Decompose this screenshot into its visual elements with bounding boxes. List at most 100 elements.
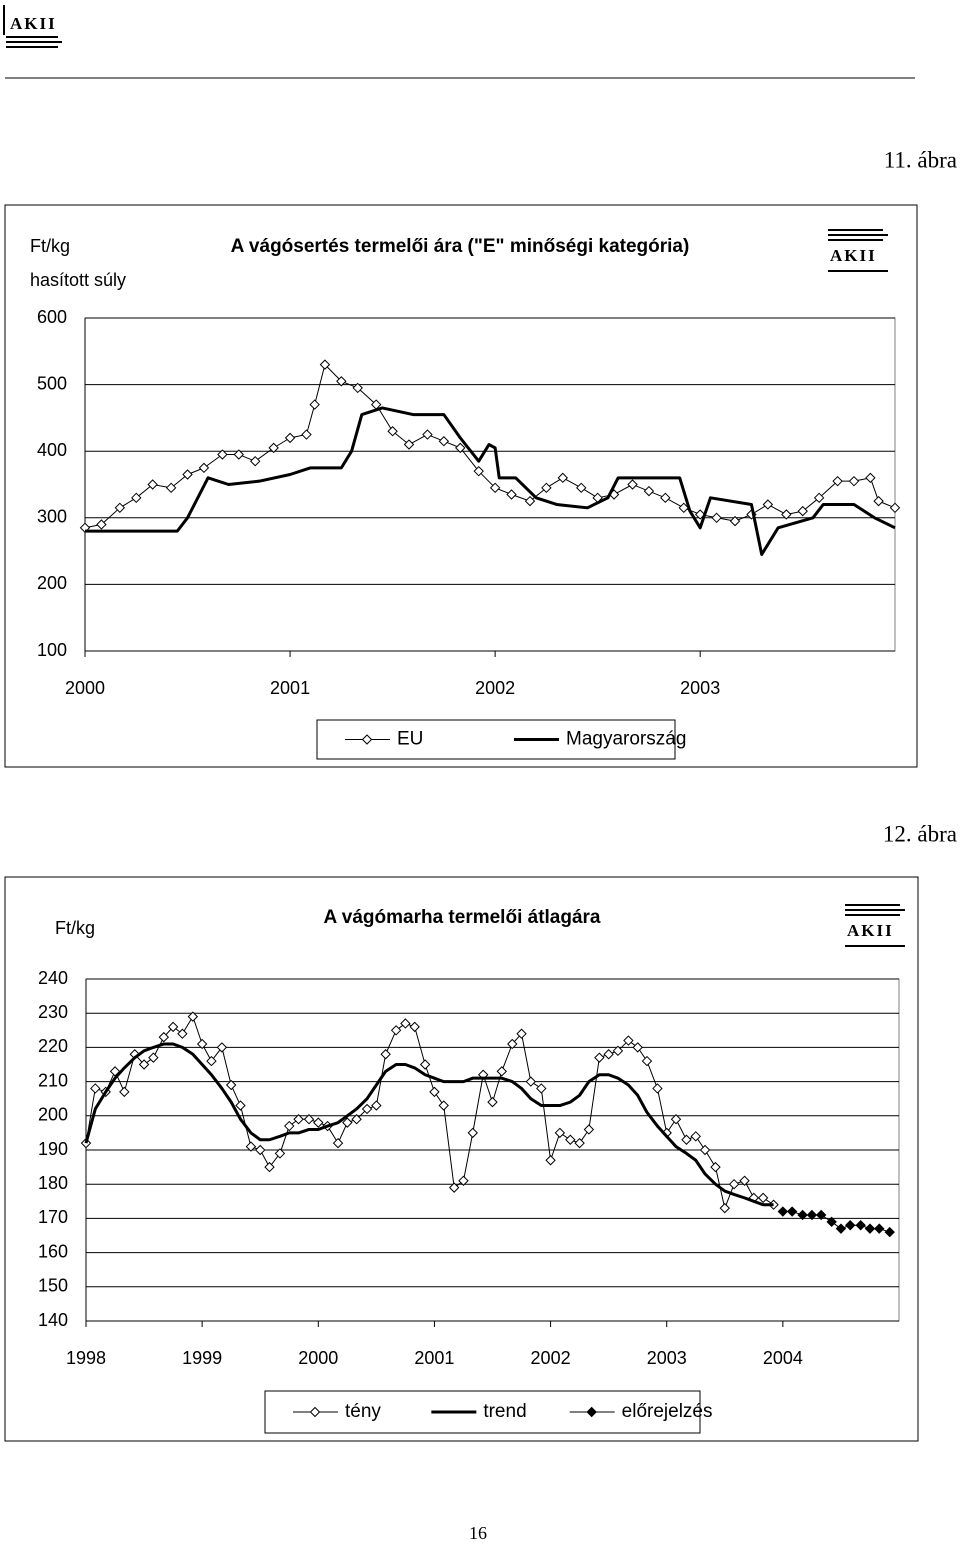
marker <box>225 1079 237 1091</box>
marker <box>813 492 825 504</box>
marker <box>710 1161 721 1173</box>
marker <box>245 1141 257 1152</box>
marker <box>336 376 347 387</box>
x-tick-label: 2004 <box>763 1348 803 1368</box>
marker <box>739 1175 750 1186</box>
y-tick-label: 170 <box>38 1207 68 1227</box>
marker <box>249 455 261 467</box>
marker <box>536 1083 547 1094</box>
y-tick-label: 180 <box>38 1173 68 1193</box>
marker <box>96 519 107 530</box>
marker <box>496 1066 507 1077</box>
x-tick-label: 1999 <box>182 1348 222 1368</box>
header-logo: AKII <box>3 5 62 48</box>
marker <box>342 1117 353 1128</box>
marker <box>884 1226 895 1238</box>
marker <box>576 482 587 494</box>
marker <box>473 465 484 477</box>
marker <box>361 1103 373 1115</box>
marker <box>216 1042 228 1053</box>
y-tick-label: 160 <box>38 1241 68 1261</box>
marker <box>627 479 638 490</box>
y-tick-label: 400 <box>37 440 67 460</box>
marker <box>131 492 142 504</box>
marker <box>574 1137 585 1149</box>
marker <box>678 502 689 514</box>
marker <box>699 1144 711 1156</box>
marker <box>690 1131 701 1142</box>
marker <box>848 475 860 487</box>
marker <box>873 495 884 507</box>
marker <box>516 1028 527 1039</box>
x-tick-label: 2001 <box>414 1348 454 1368</box>
marker <box>409 1021 420 1033</box>
series-line <box>85 406 896 556</box>
marker <box>371 1100 382 1111</box>
marker <box>119 1086 130 1098</box>
marker <box>268 442 279 454</box>
x-tick-label: 2000 <box>298 1348 338 1368</box>
marker <box>797 1209 808 1221</box>
marker <box>507 1038 518 1050</box>
logo-text: AKII <box>830 246 877 265</box>
page-number: 16 <box>469 1523 487 1543</box>
marker <box>177 1028 188 1039</box>
marker <box>284 432 296 444</box>
marker <box>586 1406 597 1418</box>
marker <box>855 1220 866 1231</box>
marker <box>352 382 363 394</box>
marker <box>448 1182 460 1193</box>
logo-text: AKII <box>847 921 894 940</box>
marker <box>198 462 210 474</box>
marker <box>309 399 320 410</box>
marker <box>545 1155 556 1166</box>
logo-text: AKII <box>10 14 57 33</box>
y-tick-label: 300 <box>37 507 67 527</box>
marker <box>235 1100 246 1111</box>
marker <box>565 1134 576 1145</box>
y-tick-label: 240 <box>38 968 68 988</box>
marker <box>826 1216 837 1228</box>
marker <box>148 1052 159 1063</box>
x-tick-label: 2002 <box>531 1348 571 1368</box>
marker <box>455 442 466 454</box>
marker <box>594 1052 605 1063</box>
marker <box>467 1127 478 1139</box>
marker <box>641 1055 653 1067</box>
marker <box>332 1137 344 1149</box>
y-axis-label: Ft/kg <box>30 236 70 256</box>
marker <box>309 1406 321 1418</box>
marker <box>612 1045 624 1057</box>
marker <box>777 1206 789 1217</box>
marker <box>319 359 331 370</box>
marker <box>187 1011 199 1022</box>
marker <box>90 1083 101 1094</box>
marker <box>603 1049 614 1060</box>
marker <box>864 1223 876 1234</box>
marker <box>422 429 433 440</box>
marker <box>293 1114 304 1125</box>
marker <box>762 499 774 510</box>
x-tick-label: 2002 <box>475 678 515 698</box>
y-tick-label: 600 <box>37 307 67 327</box>
marker <box>652 1083 663 1094</box>
marker <box>138 1059 150 1070</box>
y-tick-label: 210 <box>38 1070 68 1090</box>
marker <box>217 449 228 460</box>
marker <box>114 502 126 514</box>
marker <box>729 515 741 527</box>
marker <box>489 482 501 494</box>
marker <box>284 1120 295 1132</box>
plot-area <box>84 317 896 652</box>
y-tick-label: 220 <box>38 1036 68 1056</box>
marker <box>147 479 158 490</box>
marker <box>487 1096 498 1108</box>
marker <box>806 1209 818 1221</box>
marker <box>835 1223 847 1234</box>
marker <box>438 436 450 447</box>
marker <box>660 492 671 504</box>
y-axis-label: hasított súly <box>30 270 126 290</box>
x-tick-label: 2003 <box>680 678 720 698</box>
